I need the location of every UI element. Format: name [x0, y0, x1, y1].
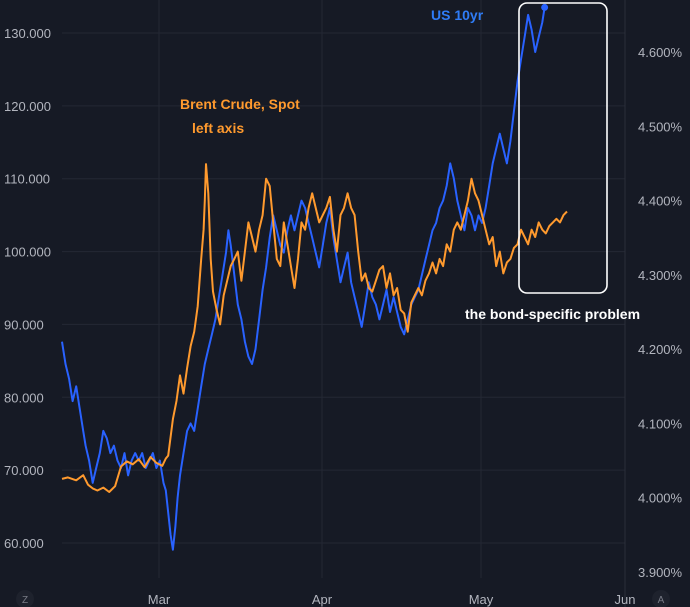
scale-right-button[interactable] [652, 590, 670, 607]
brent-sublabel: left axis [192, 120, 244, 136]
left-axis: 60.000 70.000 80.000 90.000 100.000 110.000 12… [4, 26, 51, 551]
highlight-box [518, 2, 608, 294]
left-tick-label: 130.000 [4, 26, 51, 41]
brent-label: Brent Crude, Spot [180, 96, 300, 112]
x-tick-label: Jun [615, 592, 636, 607]
scale-left-button-label: Z [22, 595, 28, 606]
right-tick-label: 4.500% [638, 119, 683, 134]
us10yr-label: US 10yr [431, 7, 484, 23]
right-tick-label: 4.000% [638, 491, 683, 506]
right-tick-label: 3.900% [638, 565, 683, 580]
right-tick-label: 4.100% [638, 416, 683, 431]
x-tick-label: Mar [148, 592, 171, 607]
right-tick-label: 4.400% [638, 194, 683, 209]
x-axis: Mar Apr May Jun [148, 592, 636, 607]
left-tick-label: 110.000 [4, 172, 50, 187]
x-tick-label: May [469, 592, 494, 607]
series-line-us10yr [61, 7, 546, 551]
left-tick-label: 60.000 [4, 536, 44, 551]
us10yr-last-point [541, 3, 549, 11]
grid-lines [62, 0, 626, 607]
right-tick-label: 4.200% [638, 342, 683, 357]
series-layer [61, 3, 568, 551]
left-tick-label: 100.000 [4, 245, 51, 260]
series-line-brent [61, 163, 568, 493]
right-tick-label: 4.600% [638, 45, 683, 60]
left-tick-label: 70.000 [4, 463, 44, 478]
right-axis: 3.900% 4.000% 4.100% 4.200% 4.300% 4.400% 4.50… [638, 45, 683, 580]
left-tick-label: 120.000 [4, 99, 51, 114]
scale-right-button-label: A [658, 595, 665, 606]
callout-label: the bond-specific problem [465, 306, 640, 322]
scale-left-button[interactable] [16, 590, 34, 607]
right-tick-label: 4.300% [638, 268, 683, 283]
left-tick-label: 90.000 [4, 317, 44, 332]
left-tick-label: 80.000 [4, 390, 44, 405]
x-tick-label: Apr [312, 592, 333, 607]
